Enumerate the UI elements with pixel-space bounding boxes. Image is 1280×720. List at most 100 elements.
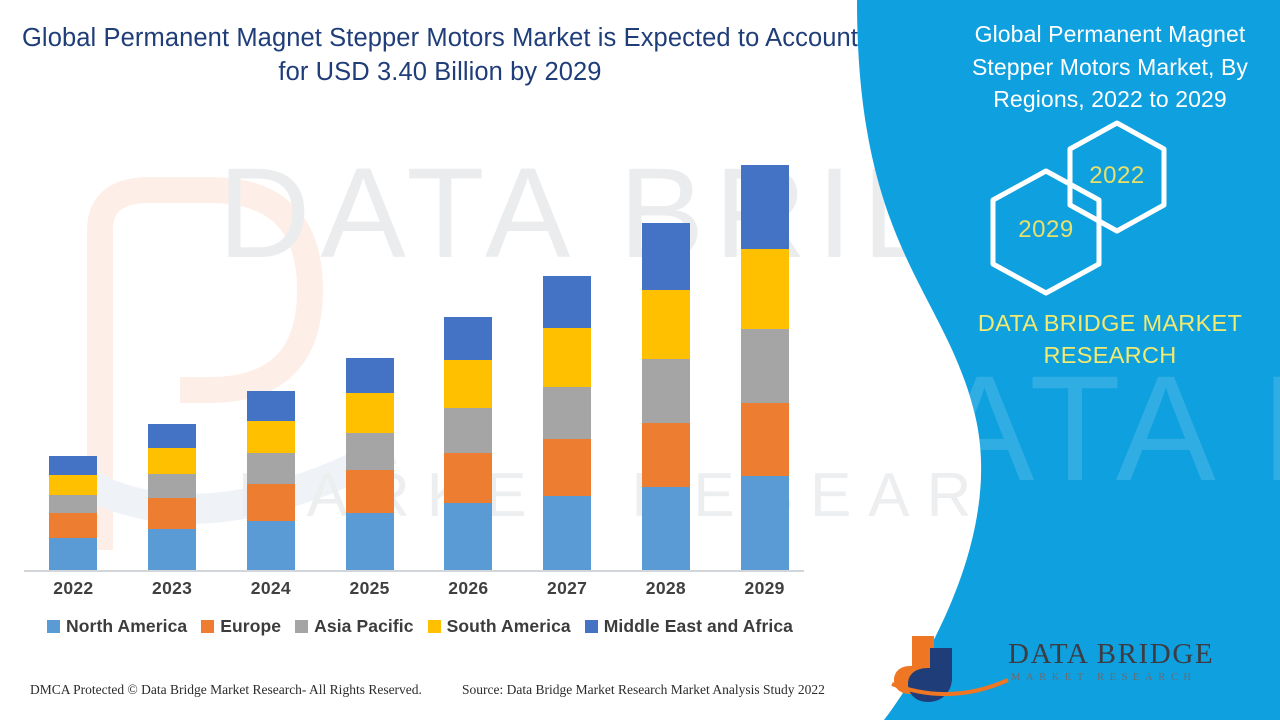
bar-segment xyxy=(345,357,394,394)
bar-segment xyxy=(148,498,197,530)
bar-column xyxy=(624,150,708,570)
hexagon-label-2029: 2029 xyxy=(1018,216,1074,243)
bar-segment xyxy=(641,423,690,488)
bar-segment xyxy=(49,494,98,514)
footer: DMCA Protected © Data Bridge Market Rese… xyxy=(0,682,860,708)
bar-column xyxy=(328,150,412,570)
bar-column xyxy=(426,150,510,570)
bar-column xyxy=(525,150,609,570)
bar-segment xyxy=(49,513,98,538)
bar-segment xyxy=(246,390,295,421)
bar-segment xyxy=(444,452,493,504)
bar-segment xyxy=(246,420,295,453)
bar-segment xyxy=(148,473,197,499)
x-axis-tick-labels: 2022 2023 2024 2025 2026 2027 2028 2029 xyxy=(24,578,814,608)
bar-segment xyxy=(641,487,690,570)
bar-segment xyxy=(740,248,789,330)
bar-segment xyxy=(543,495,592,570)
bar-stack xyxy=(345,357,394,570)
x-axis-tick-label: 2028 xyxy=(645,578,686,598)
bar-segment xyxy=(740,164,789,249)
legend-swatch-icon xyxy=(295,620,309,633)
bar-segment xyxy=(543,327,592,388)
bar-segment xyxy=(345,469,394,514)
x-axis-tick-label: 2027 xyxy=(547,578,588,598)
bar-segment xyxy=(641,358,690,424)
legend-swatch-icon xyxy=(584,620,598,633)
bar-column xyxy=(723,150,807,570)
legend-item[interactable]: Asia Pacific xyxy=(295,616,413,637)
bar-segment xyxy=(148,424,197,448)
bar-column xyxy=(31,150,115,570)
x-axis-line xyxy=(24,570,804,572)
legend-swatch-icon xyxy=(47,620,60,633)
bar-segment xyxy=(444,360,493,409)
hexagon-badge-2022: 2022 xyxy=(1065,118,1169,236)
bar-stack xyxy=(444,316,493,570)
legend-label: Middle East and Africa xyxy=(603,616,793,636)
bar-column xyxy=(229,150,313,570)
bar-segment xyxy=(246,520,295,570)
bar-segment xyxy=(345,513,394,570)
legend-item[interactable]: South America xyxy=(427,616,571,637)
bar-segment xyxy=(641,289,690,359)
legend-label: Europe xyxy=(220,616,282,636)
panel-title: Global Permanent Magnet Stepper Motors M… xyxy=(971,21,1249,113)
x-axis-tick-label: 2022 xyxy=(53,578,94,598)
x-axis-tick-label: 2025 xyxy=(349,578,390,598)
bar-stack xyxy=(49,456,98,570)
bar-segment xyxy=(444,503,493,570)
legend-label: North America xyxy=(66,616,188,636)
company-logo: DATA BRIDGE MARKET RESEARCH xyxy=(890,628,1213,708)
bar-column xyxy=(130,150,214,570)
bar-stack xyxy=(740,164,789,570)
chart-legend: North America Europe Asia Pacific South Ame… xyxy=(0,616,840,637)
logo-wordmark: DATA BRIDGE xyxy=(1008,638,1215,670)
panel-brand-name: DATA BRIDGE MARKET RESEARCH xyxy=(977,310,1243,368)
bar-segment xyxy=(49,537,98,570)
bar-segment xyxy=(740,329,789,404)
legend-label: South America xyxy=(446,616,571,636)
logo-tagline: MARKET RESEARCH xyxy=(1011,672,1197,683)
chart-container: 2022 2023 2024 2025 2026 2027 2028 2029 xyxy=(0,150,840,598)
x-axis-tick-label: 2029 xyxy=(744,578,785,598)
legend-item[interactable]: Europe xyxy=(201,616,281,637)
bar-segment xyxy=(543,439,592,496)
bar-segment xyxy=(740,476,789,570)
bar-segment xyxy=(148,447,197,474)
bar-segment xyxy=(49,456,98,475)
brand-panel-content: Global Permanent Magnet Stepper Motors M… xyxy=(891,0,1280,720)
bar-segment xyxy=(246,483,295,521)
bar-segment xyxy=(345,432,394,470)
bar-stack xyxy=(148,424,197,570)
legend-swatch-icon xyxy=(427,620,441,633)
bar-segment xyxy=(345,393,394,433)
x-axis-tick-label: 2026 xyxy=(448,578,489,598)
legend-item[interactable]: Middle East and Africa xyxy=(584,616,793,637)
bar-segment xyxy=(444,408,493,453)
hexagon-icon xyxy=(990,168,1102,296)
page-title: Global Permanent Magnet Stepper Motors M… xyxy=(22,24,858,86)
x-axis-tick-label: 2023 xyxy=(152,578,193,598)
hexagon-badge-2029: 2029 xyxy=(988,166,1104,298)
bar-segment xyxy=(740,403,789,477)
bar-segment xyxy=(148,529,197,570)
hexagon-label-2022: 2022 xyxy=(1089,162,1145,189)
bar-segment xyxy=(444,316,493,361)
x-axis-tick-label: 2024 xyxy=(250,578,291,598)
bar-segment xyxy=(641,222,690,290)
bar-segment xyxy=(543,387,592,440)
bar-segment xyxy=(543,276,592,328)
chart-plot-area xyxy=(24,150,814,570)
legend-item[interactable]: North America xyxy=(47,616,187,637)
bar-stack xyxy=(246,390,295,570)
data-bridge-logo-icon xyxy=(891,636,1009,702)
bar-segment xyxy=(246,452,295,484)
legend-swatch-icon xyxy=(201,620,215,633)
bar-stack xyxy=(641,222,690,570)
hexagon-icon xyxy=(1067,120,1167,234)
bar-stack xyxy=(543,276,592,570)
source-note: Source: Data Bridge Market Research Mark… xyxy=(462,682,825,697)
dmca-notice: DMCA Protected © Data Bridge Market Rese… xyxy=(30,682,422,697)
